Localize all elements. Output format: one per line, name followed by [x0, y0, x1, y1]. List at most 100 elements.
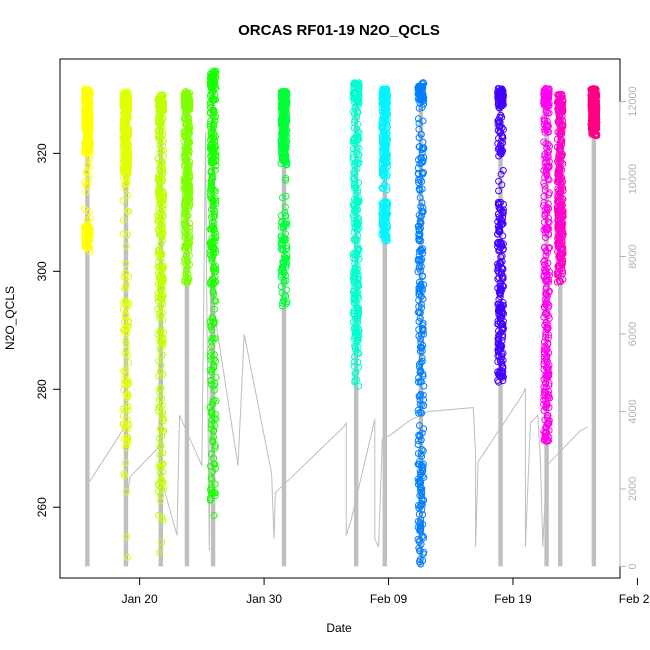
data-point [544, 140, 552, 148]
data-point [125, 318, 133, 325]
data-point [155, 403, 163, 411]
data-point [124, 434, 132, 441]
data-point [495, 274, 503, 282]
data-point [156, 481, 164, 488]
data-point [159, 370, 167, 378]
data-point [84, 241, 92, 249]
data-point [418, 178, 426, 185]
data-point [207, 450, 215, 458]
data-point [186, 102, 194, 110]
data-point [84, 127, 92, 135]
data-point [207, 177, 215, 185]
data-point [416, 396, 424, 404]
data-point [282, 192, 290, 200]
data-point [417, 527, 424, 535]
data-point [207, 187, 214, 195]
data-point [81, 223, 89, 231]
data-point [156, 549, 164, 556]
data-point [86, 248, 94, 256]
data-point [415, 287, 423, 295]
data-point [81, 88, 89, 96]
data-point [420, 281, 428, 288]
data-point [210, 427, 218, 434]
data-point [157, 362, 165, 369]
data-point [207, 159, 215, 167]
data-point [382, 90, 390, 98]
data-point [160, 329, 167, 337]
data-point [494, 239, 502, 247]
data-point [210, 297, 218, 305]
data-point [159, 193, 167, 201]
data-point [496, 293, 504, 301]
data-point [418, 409, 426, 417]
data-point [281, 140, 289, 148]
data-point [120, 216, 127, 224]
data-point [120, 367, 128, 375]
data-point [180, 211, 188, 219]
data-point [181, 255, 189, 263]
data-point [123, 179, 131, 187]
data-point [211, 229, 219, 237]
data-point [417, 560, 425, 568]
data-point [349, 94, 357, 102]
data-point [121, 375, 128, 383]
y2-tick-label: 2000 [627, 477, 639, 501]
data-point [155, 194, 163, 202]
data-point [353, 113, 361, 121]
data-point [351, 170, 358, 178]
data-point [124, 381, 131, 389]
data-point [351, 370, 359, 378]
y-axis-right: 0 2000 4000 6000 8000 10000 12000 [619, 86, 639, 569]
data-point [156, 263, 164, 271]
data-point [186, 202, 193, 210]
data-point [156, 469, 164, 477]
data-point [154, 269, 162, 277]
data-point [155, 231, 163, 239]
data-point [282, 161, 290, 169]
data-point [542, 140, 550, 148]
data-point [416, 483, 424, 491]
data-point [499, 272, 507, 280]
y-tick-label: 280 [35, 379, 49, 399]
data-point [154, 280, 162, 288]
data-point [159, 479, 167, 487]
data-point [497, 206, 505, 214]
data-point [157, 384, 165, 392]
data-point [186, 189, 194, 197]
y2-tick-label: 0 [627, 563, 639, 569]
data-point [544, 200, 552, 208]
data-point [497, 285, 505, 293]
series-rf07 [349, 79, 363, 390]
data-point [415, 478, 423, 485]
data-point [155, 204, 163, 212]
data-point [119, 135, 127, 143]
data-point [159, 95, 166, 102]
data-point [208, 416, 216, 424]
data-point [83, 95, 91, 103]
data-point [185, 105, 193, 113]
data-point [120, 386, 128, 394]
data-point [82, 119, 90, 127]
data-point [81, 113, 88, 121]
data-point [120, 153, 128, 161]
data-point [207, 191, 214, 198]
data-point [495, 336, 502, 344]
data-point [499, 275, 507, 283]
data-point [420, 534, 428, 542]
data-point [86, 214, 94, 222]
data-point [355, 306, 362, 313]
data-point [209, 239, 217, 247]
data-point [123, 533, 131, 541]
data-point [352, 190, 360, 198]
data-point [380, 172, 387, 180]
data-point [419, 158, 427, 166]
data-point [416, 88, 424, 96]
data-point [208, 326, 216, 334]
data-point [209, 112, 217, 120]
data-point [119, 197, 127, 205]
data-point [185, 205, 193, 213]
data-point [124, 380, 132, 388]
data-point [211, 492, 219, 500]
data-point [156, 302, 164, 310]
data-point [541, 256, 549, 264]
